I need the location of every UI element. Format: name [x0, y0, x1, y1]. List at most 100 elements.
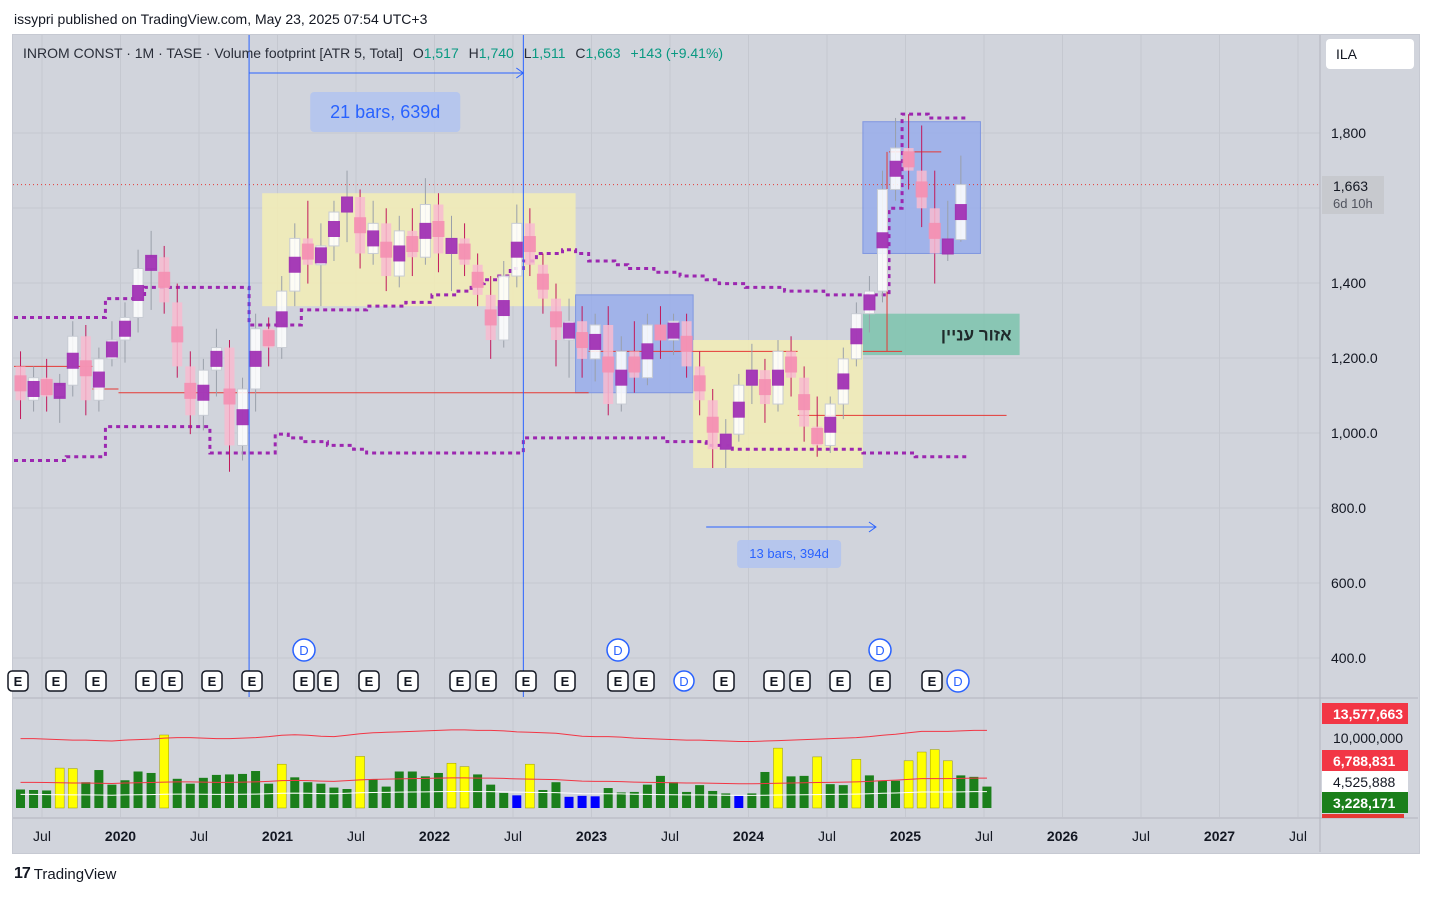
candle	[471, 253, 484, 307]
volume-bar	[629, 791, 639, 808]
dividend-marker	[292, 638, 316, 662]
volume-bar	[368, 779, 378, 808]
earnings-marker	[869, 670, 891, 692]
price-tick: 800.0	[1331, 500, 1366, 516]
earnings-marker	[763, 670, 785, 692]
footprint-block	[288, 256, 301, 273]
candle	[354, 189, 367, 269]
earnings-marker	[7, 670, 29, 692]
candle	[667, 313, 680, 356]
dividend-marker-label: D	[613, 643, 622, 658]
close-value: 1,663	[585, 45, 621, 61]
earnings-marker-label: E	[522, 674, 531, 689]
earnings-marker-label: E	[92, 674, 101, 689]
time-tick: 2027	[1204, 828, 1235, 844]
candle	[132, 249, 145, 333]
footprint-block	[27, 380, 40, 397]
candle	[419, 178, 432, 265]
measure-arrowhead	[868, 521, 877, 533]
envelope-lower	[14, 425, 968, 462]
footprint-block	[667, 322, 680, 339]
footprint-block	[380, 241, 393, 258]
high-value: 1,740	[478, 45, 514, 61]
footprint-block	[772, 369, 785, 386]
footprint-block	[210, 350, 223, 367]
earnings-marker	[317, 670, 339, 692]
footprint-block	[66, 352, 79, 369]
volume-bar	[146, 772, 156, 808]
candle	[171, 283, 184, 378]
price-tick: 1,200.0	[1331, 350, 1378, 366]
price-tick: 400.0	[1331, 650, 1366, 666]
earnings-marker-label: E	[14, 674, 23, 689]
footprint-block	[275, 311, 288, 328]
candle	[314, 223, 327, 307]
volume-bar	[538, 789, 548, 808]
footprint-block	[105, 341, 118, 358]
candles	[14, 114, 967, 472]
footprint-block	[158, 271, 171, 288]
footprint-block	[510, 241, 523, 258]
candle	[719, 419, 732, 469]
volume-bar	[42, 790, 52, 808]
footprint-block	[954, 204, 967, 221]
footprint-block	[811, 428, 824, 445]
candle	[119, 302, 132, 363]
earnings-marker-label: E	[248, 674, 257, 689]
candle	[837, 347, 850, 420]
earnings-marker-label: E	[482, 674, 491, 689]
candle	[105, 321, 118, 367]
footprint-block	[589, 333, 602, 350]
volume-bar	[799, 775, 809, 808]
earnings-marker-label: E	[928, 674, 937, 689]
dividend-marker-label: D	[299, 643, 308, 658]
candle	[745, 343, 758, 405]
candle	[406, 208, 419, 277]
earnings-marker-label: E	[640, 674, 649, 689]
candle	[928, 170, 941, 284]
currency-selector[interactable]: ILA	[1326, 39, 1414, 69]
candle	[680, 313, 693, 378]
footprint-block	[785, 356, 798, 373]
candle	[576, 306, 589, 378]
volume-bar	[943, 760, 953, 809]
candle	[458, 223, 471, 277]
footprint-block	[262, 330, 275, 347]
footprint-block	[615, 369, 628, 386]
candle	[850, 302, 863, 367]
footprint-block	[641, 343, 654, 360]
footprint-block	[850, 328, 863, 345]
price-tick: 1,000.0	[1331, 425, 1378, 441]
volume-bar	[982, 786, 992, 808]
volume-axis-label: 4,525,888	[1333, 774, 1395, 790]
earnings-marker	[241, 670, 263, 692]
footprint-block	[484, 309, 497, 326]
footprint-block	[145, 254, 158, 271]
footprint-block	[236, 409, 249, 426]
measure-arrowhead	[516, 67, 525, 79]
volume-bar	[525, 763, 535, 809]
candle	[706, 388, 719, 469]
footprint-block	[549, 311, 562, 328]
last-price-badge	[1322, 176, 1384, 214]
volume-bar	[891, 780, 901, 808]
volume-bar	[851, 759, 862, 809]
earnings-marker	[633, 670, 655, 692]
footprint-block	[628, 356, 641, 373]
time-tick: Jul	[504, 828, 522, 844]
volume-bar	[786, 776, 796, 808]
volume-ma-short	[20, 777, 987, 785]
footprint-block	[602, 356, 615, 373]
footprint-block	[393, 245, 406, 262]
volume-bar	[446, 762, 457, 809]
time-tick: Jul	[1289, 828, 1307, 844]
brand-footer[interactable]: 17 TradingView	[14, 865, 116, 883]
time-tick: Jul	[347, 828, 365, 844]
footprint-block	[563, 322, 576, 339]
footprint-block	[680, 335, 693, 352]
earnings-marker	[358, 670, 380, 692]
earnings-marker	[789, 670, 811, 692]
earnings-marker-label: E	[300, 674, 309, 689]
footprint-block	[798, 394, 811, 411]
